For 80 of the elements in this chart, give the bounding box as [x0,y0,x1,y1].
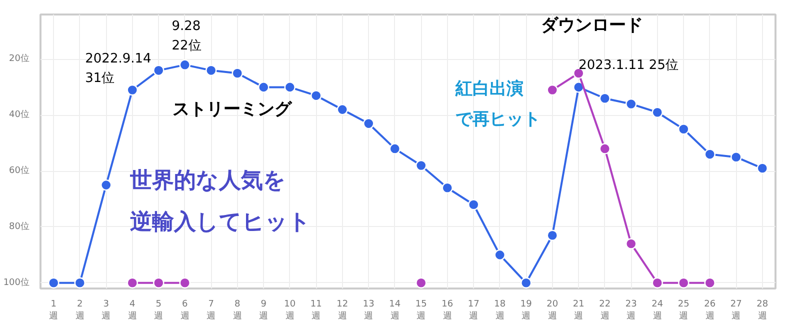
y-tick-label: 80位 [9,220,30,232]
x-tick-label: 22 週 [599,300,611,322]
x-tick-label: 6 週 [180,300,190,322]
annotation: 2022.9.14 31位 [85,51,152,86]
x-tick-label: 1 週 [49,300,58,322]
point [206,64,217,76]
x-tick-label: 3 週 [102,300,111,322]
point [74,277,86,288]
point [258,82,270,93]
point [652,106,663,118]
point [336,104,348,116]
point [546,230,558,241]
y-tick-label: 60位 [9,165,30,176]
x-tick-label: 5 週 [154,300,164,322]
x-tick-label: 12 週 [336,300,348,322]
point [468,199,480,210]
point [126,277,138,288]
point [153,64,164,76]
x-tick-label: 8 週 [232,300,242,322]
x-tick-label: 14 週 [389,300,401,322]
point [678,277,690,288]
y-tick-label: 100位 [3,276,30,288]
annotation: 9.28 22位 [172,19,202,54]
point [546,84,558,96]
x-tick-label: 17 週 [468,300,480,322]
point [626,238,637,250]
point [416,277,427,288]
point [626,98,637,110]
point [284,82,296,93]
x-tick-label: 20 週 [546,300,558,322]
point [310,90,322,102]
x-tick-label: 9 週 [259,300,268,322]
x-tick-label: 19 週 [520,300,532,322]
point [704,148,716,160]
annotation: 紅白出演 [454,78,524,99]
y-tick-label: 40位 [9,109,30,120]
x-tick-label: 4 週 [128,300,137,322]
point [652,277,663,288]
point [389,143,400,154]
x-tick-label: 16 週 [442,300,454,322]
point [416,160,427,172]
text: ダウンロード [540,16,643,36]
point [704,277,716,288]
point [494,249,506,261]
point [363,118,374,130]
point [599,143,610,154]
annotation: で再ヒット [455,110,540,130]
x-tick-label: 23 週 [625,300,637,322]
point [153,277,164,288]
x-tick-label: 24 週 [652,300,664,322]
x-tick-label: 11 週 [310,300,322,322]
point [48,277,60,288]
x-tick-label: 10 週 [284,300,296,322]
point [599,92,610,104]
point [756,162,768,174]
series-label: ストリーミング [172,100,293,120]
x-tick-label: 15 週 [415,300,427,322]
point [100,179,112,191]
point [573,68,584,79]
x-tick-label: 13 週 [362,300,374,322]
annotation: 2023.1.11 25位 [578,58,678,74]
y-tick-label: 20位 [9,53,30,64]
point [442,182,453,194]
point [678,124,690,135]
x-tick-label: 26 週 [704,300,716,322]
point [520,277,532,288]
x-tick-label: 25 週 [678,300,690,322]
x-tick-label: 2 週 [75,300,84,322]
point [126,84,138,96]
x-tick-label: 28 週 [756,300,768,322]
x-tick-label: 27 週 [730,300,742,322]
point [179,59,190,70]
x-tick-label: 21 週 [572,300,584,322]
point [232,68,243,79]
x-tick-label: 18 週 [494,300,506,322]
annotation: 逆輸入してヒット [130,210,311,236]
point [730,152,742,163]
annotation: 世界的な人気を [128,168,286,194]
point [179,277,190,288]
x-tick-label: 7 週 [206,300,216,322]
